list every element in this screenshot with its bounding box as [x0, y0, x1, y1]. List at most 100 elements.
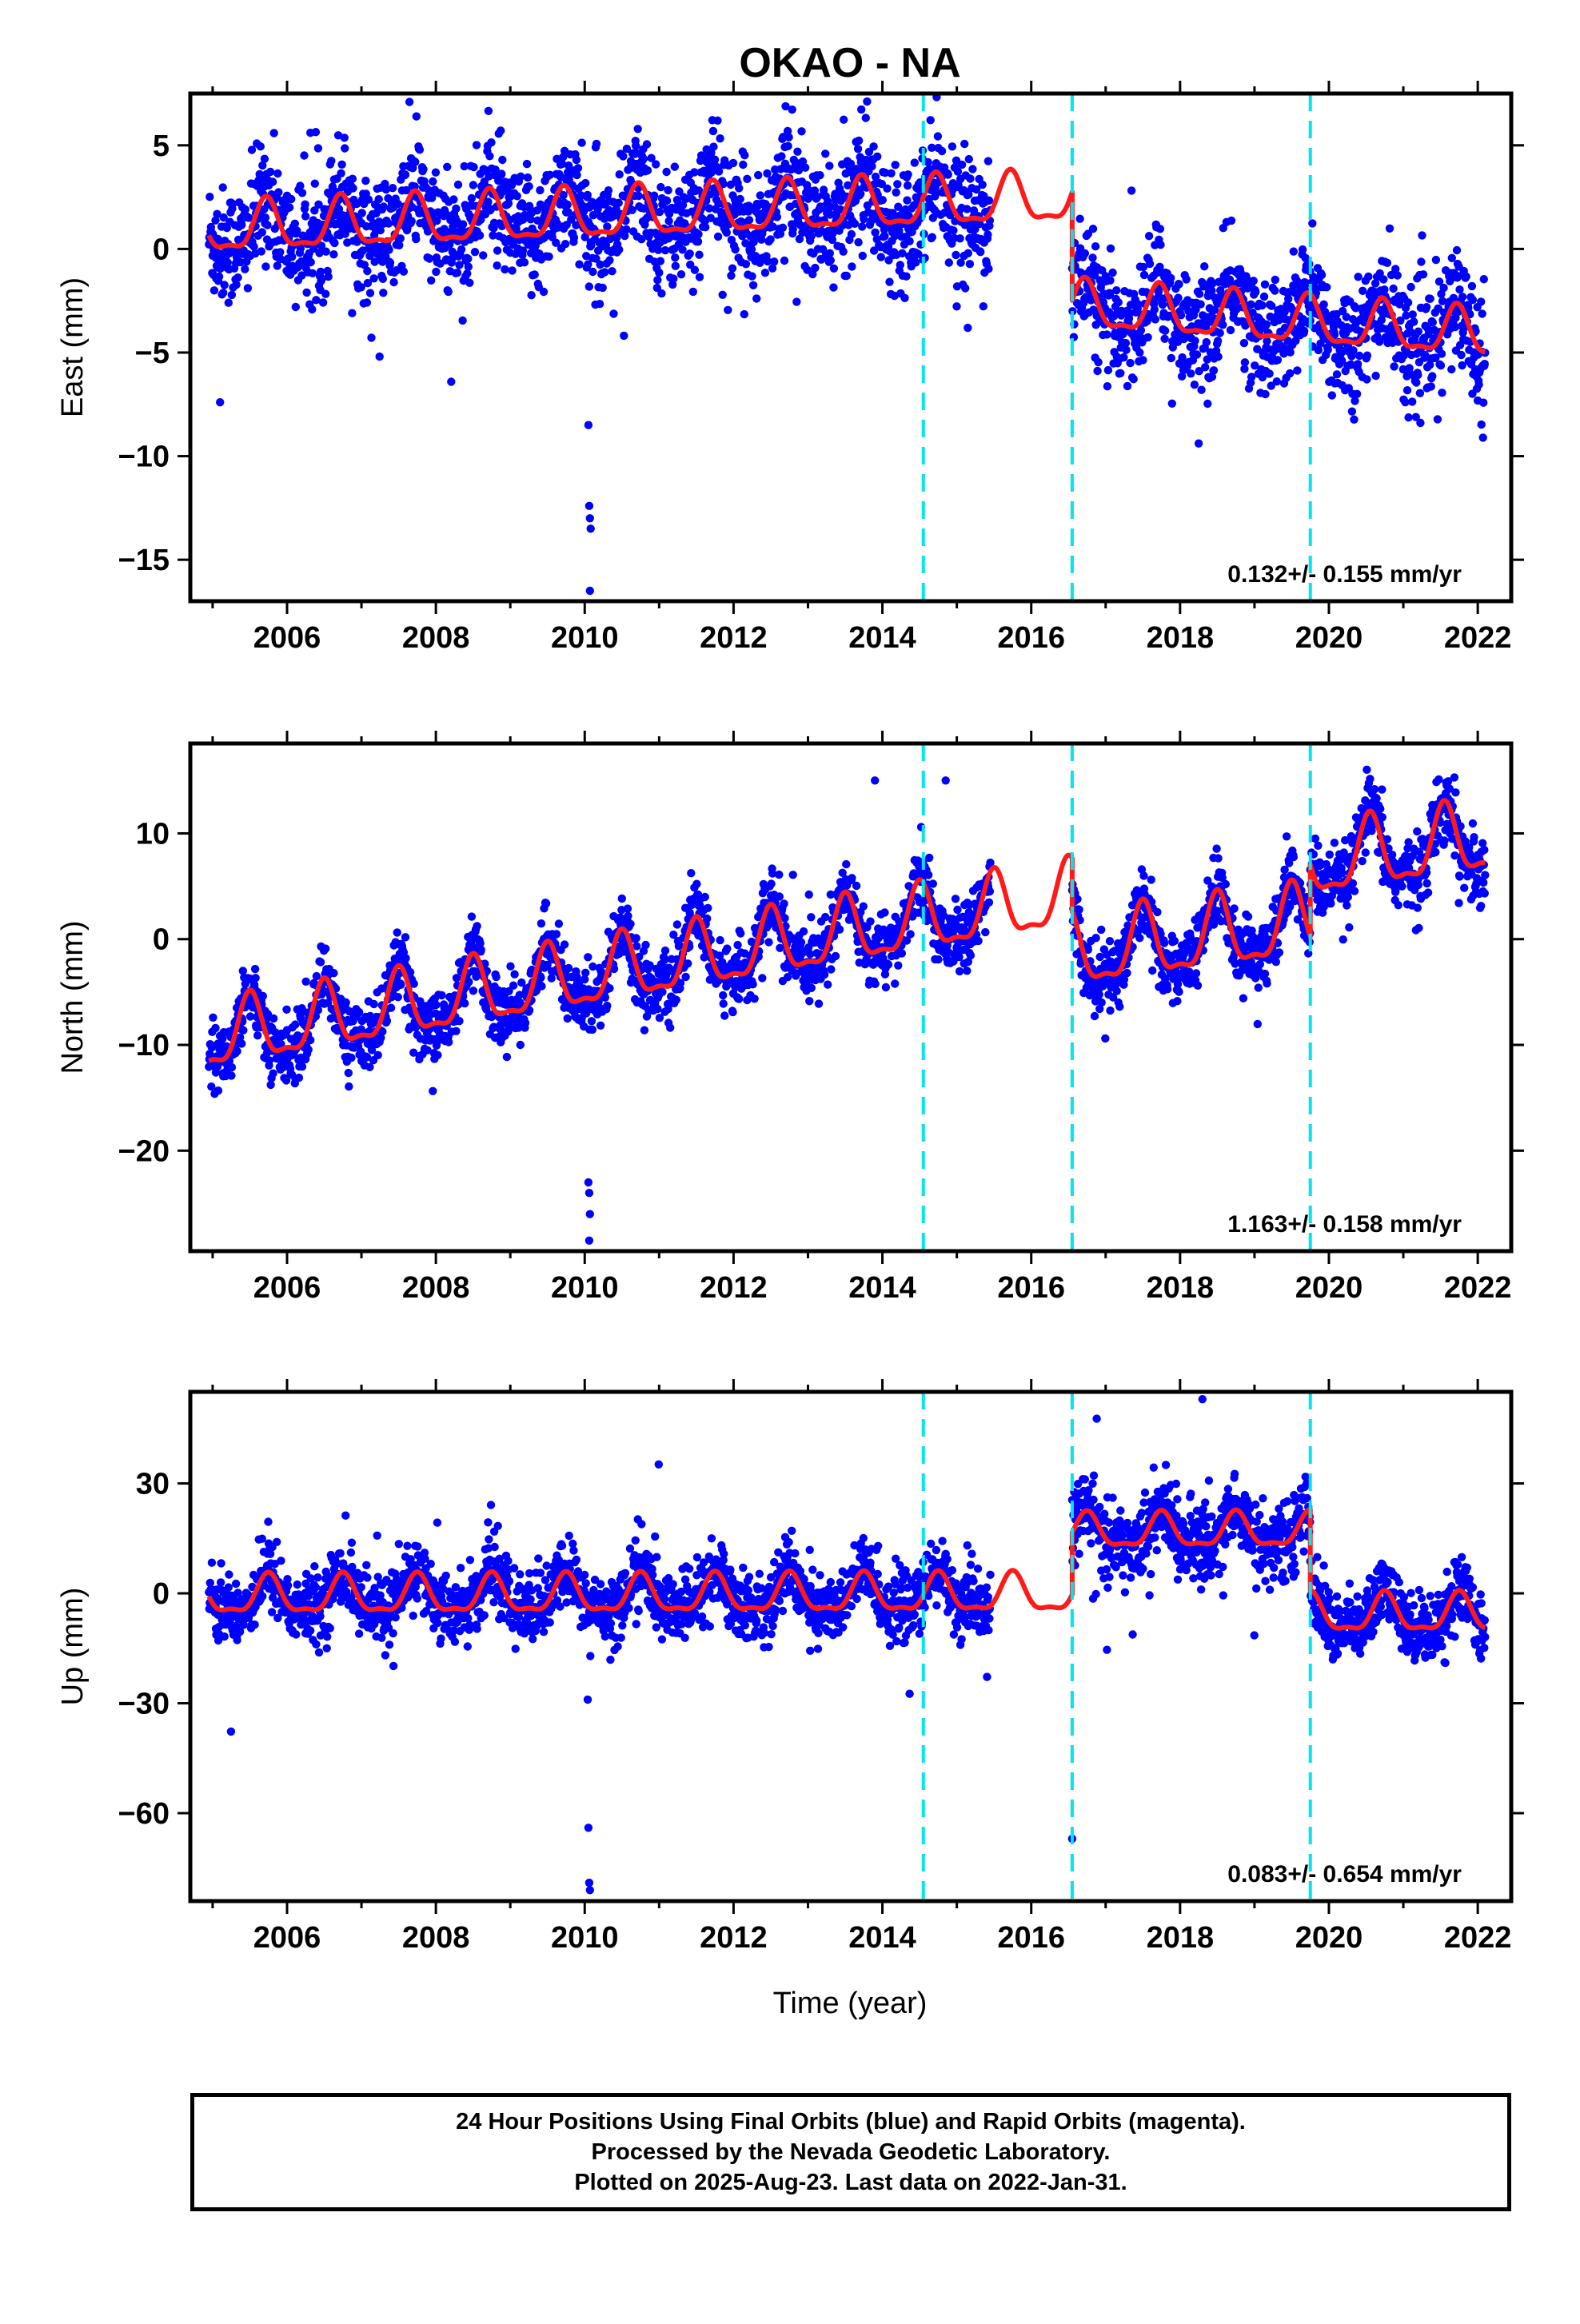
data-point — [282, 1006, 290, 1014]
data-point — [261, 213, 269, 221]
data-point-outlier — [216, 398, 224, 406]
data-point — [748, 272, 756, 280]
data-point — [743, 175, 751, 183]
data-point — [924, 158, 932, 166]
data-point — [714, 233, 722, 241]
data-point — [1478, 421, 1486, 429]
data-point — [1271, 286, 1279, 294]
data-point — [445, 1038, 453, 1046]
data-point — [664, 217, 672, 225]
data-point — [735, 184, 743, 192]
data-point — [1353, 390, 1361, 398]
data-point-outlier — [586, 587, 594, 595]
data-point — [830, 265, 838, 273]
data-point — [251, 965, 259, 973]
data-point — [948, 142, 956, 150]
data-point — [413, 112, 421, 120]
data-point — [1075, 906, 1083, 914]
data-point — [469, 163, 477, 171]
data-point — [644, 166, 652, 174]
data-point — [780, 899, 788, 907]
data-point — [469, 987, 477, 995]
data-point — [389, 278, 397, 286]
data-point — [1260, 293, 1268, 301]
data-point — [1434, 415, 1442, 423]
data-point — [852, 882, 860, 890]
data-point — [1159, 301, 1167, 309]
data-point — [211, 1024, 219, 1032]
data-point — [501, 265, 509, 273]
data-point — [815, 999, 823, 1007]
data-point — [934, 132, 942, 140]
data-point — [709, 127, 717, 135]
data-point — [329, 250, 337, 258]
data-point-outlier — [587, 524, 595, 532]
data-point — [1191, 381, 1199, 389]
data-point — [807, 913, 815, 921]
data-point — [1404, 413, 1412, 421]
data-point — [1426, 295, 1434, 303]
data-point — [523, 160, 531, 168]
data-point — [412, 235, 420, 243]
data-point — [620, 332, 628, 340]
data-point — [214, 1086, 222, 1094]
data-point — [906, 930, 914, 938]
data-point — [1438, 297, 1446, 305]
data-point — [788, 106, 796, 114]
data-point — [657, 289, 665, 297]
data-point — [600, 268, 608, 276]
data-point — [662, 168, 670, 176]
data-point — [497, 126, 505, 134]
data-point — [615, 199, 623, 207]
data-point — [1075, 215, 1083, 223]
data-point — [599, 284, 607, 292]
data-point — [745, 216, 753, 224]
data-point — [1135, 349, 1143, 357]
data-point — [677, 270, 685, 278]
data-point — [493, 246, 501, 254]
data-point — [952, 302, 960, 310]
data-point — [416, 145, 424, 153]
data-point — [401, 170, 409, 178]
data-point — [1098, 999, 1106, 1007]
data-point — [966, 260, 974, 268]
data-point — [1386, 225, 1394, 233]
data-point — [561, 240, 569, 248]
data-point — [253, 1031, 261, 1039]
data-point — [401, 933, 409, 941]
data-point — [1210, 366, 1218, 374]
data-point — [658, 988, 666, 996]
data-point — [1455, 285, 1463, 293]
data-point — [1168, 400, 1176, 408]
data-point — [244, 284, 252, 292]
data-point — [1359, 287, 1367, 295]
data-point — [953, 906, 961, 914]
data-point — [912, 258, 920, 266]
data-point — [1104, 366, 1112, 374]
data-point — [425, 254, 433, 262]
data-point — [945, 258, 953, 266]
data-point — [934, 955, 942, 963]
data-point — [1328, 391, 1336, 399]
data-point — [965, 155, 973, 163]
data-point — [784, 134, 792, 142]
data-point — [911, 158, 919, 166]
data-point — [641, 941, 649, 949]
data-point — [1286, 369, 1294, 377]
data-point — [369, 274, 377, 282]
data-point — [1363, 375, 1371, 383]
data-point — [900, 294, 908, 302]
data-point — [974, 937, 982, 945]
data-point — [259, 992, 267, 1000]
data-point — [1130, 375, 1138, 383]
data-point — [1469, 296, 1477, 304]
data-point — [816, 171, 824, 179]
data-point — [1214, 337, 1222, 345]
data-point — [584, 953, 592, 961]
data-point — [301, 201, 309, 209]
data-point — [1478, 309, 1486, 317]
data-point — [963, 967, 971, 975]
data-point — [1091, 1012, 1099, 1020]
data-point — [365, 195, 373, 203]
data-point — [1201, 363, 1209, 371]
